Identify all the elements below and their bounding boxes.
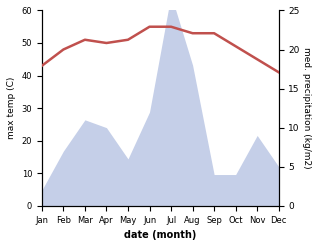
X-axis label: date (month): date (month): [124, 230, 197, 240]
Y-axis label: med. precipitation (kg/m2): med. precipitation (kg/m2): [302, 47, 311, 169]
Y-axis label: max temp (C): max temp (C): [7, 77, 16, 139]
